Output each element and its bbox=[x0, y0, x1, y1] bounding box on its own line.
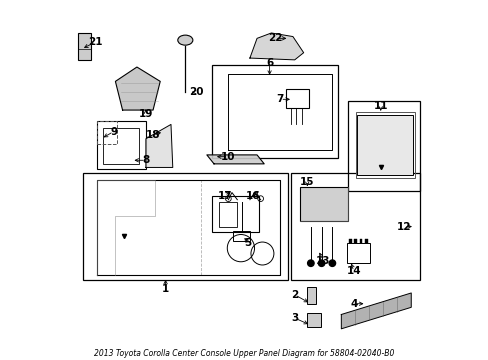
Polygon shape bbox=[249, 33, 303, 60]
Text: 10: 10 bbox=[221, 152, 235, 162]
Bar bbox=[83, 173, 287, 280]
Ellipse shape bbox=[178, 35, 192, 45]
Bar bbox=[212, 196, 258, 232]
Bar bbox=[353, 239, 356, 243]
Bar bbox=[102, 128, 139, 164]
Text: 1: 1 bbox=[162, 284, 169, 294]
Bar bbox=[233, 231, 250, 241]
Text: 2: 2 bbox=[290, 290, 298, 300]
Bar bbox=[357, 116, 412, 175]
Bar bbox=[364, 239, 367, 243]
Bar bbox=[359, 239, 362, 243]
Text: 7: 7 bbox=[276, 94, 284, 104]
Text: 22: 22 bbox=[267, 33, 282, 43]
Text: 4: 4 bbox=[349, 299, 357, 309]
Text: 2013 Toyota Corolla Center Console Upper Panel Diagram for 58804-02040-B0: 2013 Toyota Corolla Center Console Upper… bbox=[94, 348, 394, 357]
Bar bbox=[219, 202, 237, 226]
Text: 18: 18 bbox=[145, 130, 160, 140]
Bar bbox=[355, 112, 414, 178]
Circle shape bbox=[328, 260, 335, 266]
Bar bbox=[348, 101, 419, 191]
Text: 16: 16 bbox=[246, 191, 260, 201]
Text: 5: 5 bbox=[244, 238, 251, 248]
Bar bbox=[290, 173, 419, 280]
Polygon shape bbox=[115, 67, 160, 110]
Text: 6: 6 bbox=[265, 58, 273, 68]
Text: 13: 13 bbox=[316, 256, 330, 266]
Bar bbox=[78, 33, 91, 60]
Bar bbox=[300, 187, 348, 221]
Text: 9: 9 bbox=[110, 127, 117, 136]
Bar bbox=[285, 89, 308, 108]
Text: 20: 20 bbox=[188, 87, 203, 97]
Polygon shape bbox=[341, 293, 410, 329]
Bar bbox=[346, 243, 369, 263]
Text: 11: 11 bbox=[373, 102, 387, 112]
Polygon shape bbox=[206, 155, 264, 164]
Circle shape bbox=[318, 260, 324, 266]
Bar bbox=[306, 287, 316, 304]
Text: 8: 8 bbox=[142, 155, 149, 165]
Polygon shape bbox=[145, 125, 172, 167]
Text: 14: 14 bbox=[346, 266, 361, 276]
Text: 21: 21 bbox=[88, 37, 102, 47]
Text: 15: 15 bbox=[300, 177, 314, 187]
Circle shape bbox=[307, 260, 313, 266]
Bar bbox=[97, 121, 117, 144]
Bar bbox=[306, 314, 320, 327]
Text: 19: 19 bbox=[139, 109, 153, 119]
Text: 12: 12 bbox=[396, 222, 410, 231]
Bar bbox=[348, 239, 351, 243]
Bar bbox=[212, 65, 337, 158]
Bar bbox=[97, 121, 145, 169]
Text: 3: 3 bbox=[290, 313, 298, 323]
Text: 17: 17 bbox=[217, 191, 232, 201]
